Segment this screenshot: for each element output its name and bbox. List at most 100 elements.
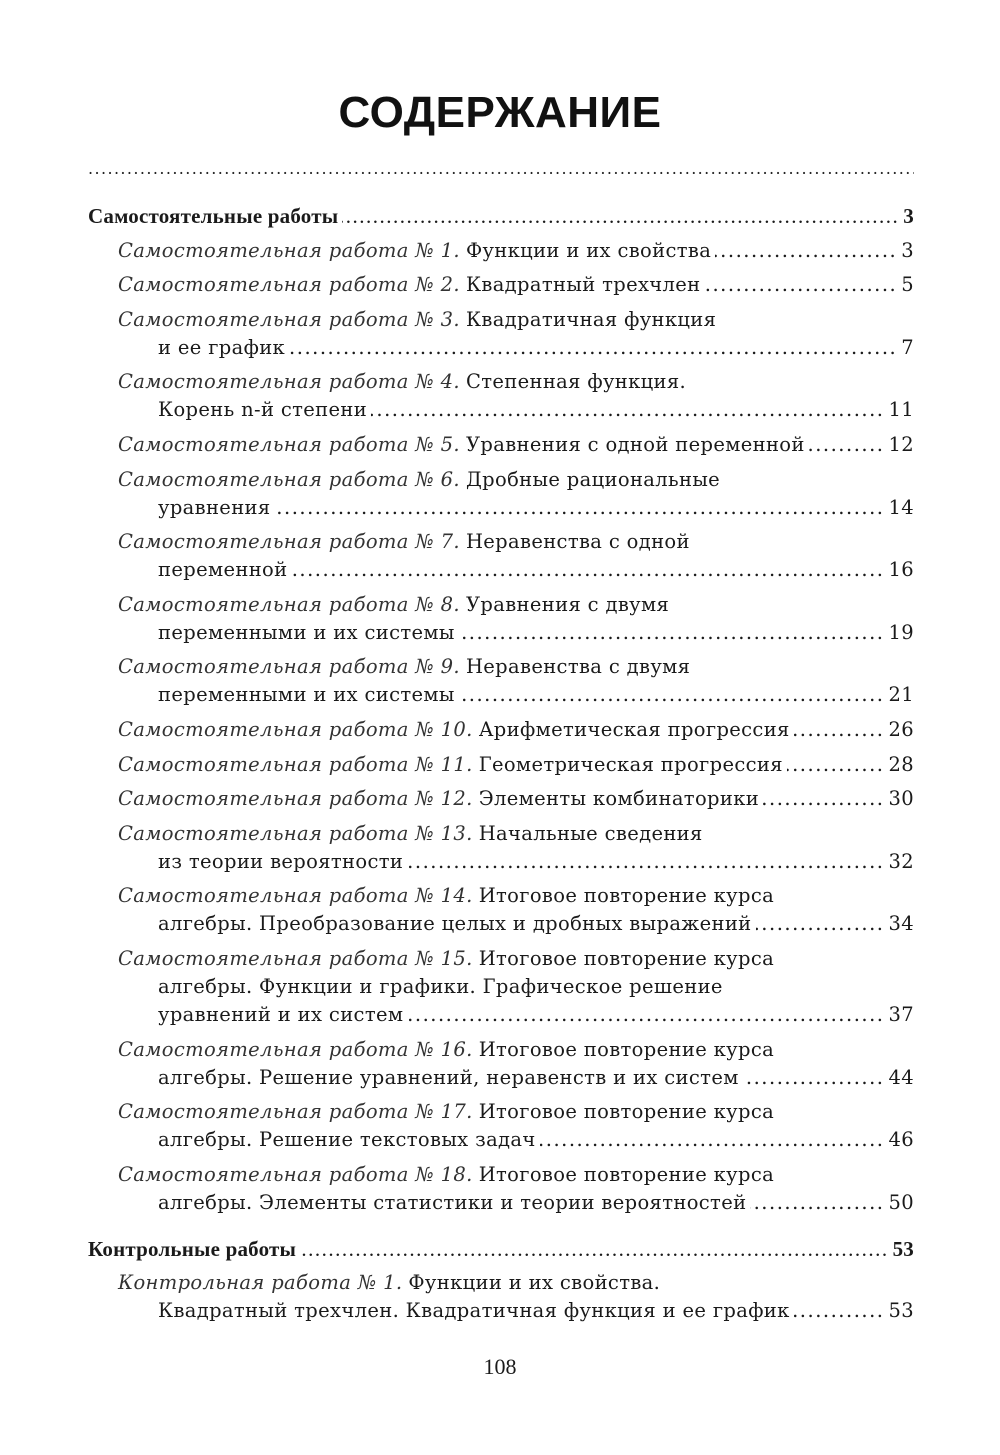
dot-leader — [715, 237, 897, 265]
toc-entry[interactable]: Самостоятельная работа № 14. Итоговое пов… — [88, 882, 914, 938]
entry-page-number: 32 — [888, 849, 914, 873]
toc-entry-line: переменной 16 — [118, 556, 914, 584]
entry-page-number: 12 — [888, 432, 914, 456]
toc-entry[interactable]: Самостоятельная работа № 17. Итоговое пов… — [88, 1098, 914, 1154]
dot-leader — [407, 1001, 884, 1029]
entry-title: алгебры. Преобразование целых и дробных … — [158, 912, 752, 936]
toc-entry[interactable]: Самостоятельная работа № 5. Уравнения с о… — [88, 431, 914, 459]
toc-entry[interactable]: Самостоятельная работа № 2. Квадратный тр… — [88, 271, 914, 299]
dot-leader — [459, 681, 885, 709]
entry-title: Неравенства с двумя — [465, 655, 691, 679]
entry-prefix: Самостоятельная работа № 4. — [118, 370, 460, 394]
entry-prefix: Самостоятельная работа № 15. — [118, 946, 473, 970]
entry-prefix: Самостоятельная работа № 9. — [118, 655, 460, 679]
toc-entry[interactable]: Самостоятельная работа № 6. Дробные рацио… — [88, 466, 914, 522]
toc-entry-line: Самостоятельная работа № 1. Функции и их … — [118, 237, 914, 265]
dot-leader — [407, 848, 884, 876]
entry-prefix: Самостоятельная работа № 13. — [118, 821, 473, 845]
entry-title: алгебры. Решение текстовых задач — [158, 1128, 536, 1152]
toc-entry-line: Самостоятельная работа № 2. Квадратный тр… — [118, 271, 914, 299]
toc-entry-line: Самостоятельная работа № 7. Неравенства с… — [118, 528, 914, 556]
entry-title: Функции и их свойства. — [408, 1271, 661, 1295]
dot-leader — [289, 334, 897, 362]
dot-leader — [300, 1235, 888, 1263]
toc-entry[interactable]: Самостоятельная работа № 13. Начальные св… — [88, 820, 914, 876]
dot-leader — [705, 271, 898, 299]
toc-entry[interactable]: Самостоятельная работа № 12. Элементы ком… — [88, 785, 914, 813]
dot-leader — [750, 1189, 884, 1217]
entry-title: Корень n-й степени — [158, 398, 368, 422]
toc-entry[interactable]: Самостоятельная работа № 15. Итоговое пов… — [88, 945, 914, 1029]
entry-prefix: Самостоятельная работа № 6. — [118, 467, 460, 491]
toc-entry[interactable]: Самостоятельная работа № 3. Квадратичная … — [88, 306, 914, 362]
dot-leader — [809, 431, 885, 459]
entry-page-number: 11 — [888, 398, 914, 422]
entry-prefix: Контрольная работа № 1. — [118, 1271, 403, 1295]
entry-title: переменными и их системы — [158, 620, 455, 644]
entry-title: алгебры. Элементы статистики и теории ве… — [158, 1190, 747, 1214]
entry-prefix: Самостоятельная работа № 7. — [118, 530, 460, 554]
toc-entry[interactable]: Самостоятельная работа № 4. Степенная фун… — [88, 368, 914, 424]
toc-entry-line: Самостоятельная работа № 12. Элементы ком… — [118, 785, 914, 813]
section-page-number: 53 — [892, 1236, 914, 1261]
dot-leader — [763, 785, 884, 813]
section-heading: Самостоятельные работы — [88, 204, 339, 228]
toc-entry-line: переменными и их системы 21 — [118, 681, 914, 709]
toc-entry[interactable]: Самостоятельная работа № 8. Уравнения с д… — [88, 591, 914, 647]
entry-prefix: Самостоятельная работа № 5. — [118, 432, 460, 456]
toc-entry[interactable]: Самостоятельная работа № 1. Функции и их … — [88, 237, 914, 265]
entry-prefix: Самостоятельная работа № 16. — [118, 1037, 473, 1061]
entry-page-number: 50 — [888, 1190, 914, 1214]
entry-title: Квадратичная функция — [465, 307, 717, 331]
entry-page-number: 19 — [888, 620, 914, 644]
entry-prefix: Самостоятельная работа № 8. — [118, 592, 460, 616]
toc-entry-line: Самостоятельная работа № 6. Дробные рацио… — [118, 466, 914, 494]
toc-entry-line: Квадратный трехчлен. Квадратичная функци… — [118, 1297, 914, 1325]
section-heading-row[interactable]: Контрольные работы 53 — [88, 1235, 914, 1263]
entry-title: Элементы комбинаторики — [478, 787, 760, 811]
entry-page-number: 3 — [901, 238, 914, 262]
entry-title: алгебры. Решение уравнений, неравенств и… — [158, 1065, 739, 1089]
toc-entry-line: Самостоятельная работа № 17. Итоговое пов… — [118, 1098, 914, 1126]
toc-entry[interactable]: Самостоятельная работа № 9. Неравенства с… — [88, 653, 914, 709]
toc-entry-line: Самостоятельная работа № 9. Неравенства с… — [118, 653, 914, 681]
toc-entry-line: Корень n-й степени 11 — [118, 396, 914, 424]
toc-entry-line: Самостоятельная работа № 8. Уравнения с д… — [118, 591, 914, 619]
entry-page-number: 21 — [888, 683, 914, 707]
toc-entry-line: Самостоятельная работа № 15. Итоговое пов… — [118, 945, 914, 973]
entry-title: Итоговое повторение курса — [478, 1100, 775, 1124]
section-heading-row[interactable]: Самостоятельные работы 3 — [88, 202, 914, 230]
entry-page-number: 34 — [888, 912, 914, 936]
entry-title: Начальные сведения — [478, 821, 703, 845]
entry-prefix: Самостоятельная работа № 3. — [118, 307, 460, 331]
dot-leader — [787, 751, 885, 779]
entry-title: Уравнения с двумя — [465, 592, 670, 616]
entry-title: Арифметическая прогрессия — [478, 717, 790, 741]
toc-entry[interactable]: Самостоятельная работа № 10. Арифметическ… — [88, 716, 914, 744]
dot-leader — [794, 716, 885, 744]
toc-entry-line: Самостоятельная работа № 13. Начальные св… — [118, 820, 914, 848]
entry-page-number: 46 — [888, 1128, 914, 1152]
dotted-divider: ........................................… — [88, 164, 914, 174]
entry-prefix: Самостоятельная работа № 11. — [118, 752, 473, 776]
entry-title: Квадратный трехчлен — [465, 273, 701, 297]
toc-entry[interactable]: Самостоятельная работа № 7. Неравенства с… — [88, 528, 914, 584]
toc-entry-line: алгебры. Функции и графики. Графическое … — [118, 973, 914, 1001]
entry-title: Геометрическая прогрессия — [478, 752, 783, 776]
dot-leader — [342, 202, 899, 230]
dot-leader — [371, 396, 884, 424]
entry-page-number: 26 — [888, 717, 914, 741]
toc-entry[interactable]: Контрольная работа № 1. Функции и их свой… — [88, 1269, 914, 1325]
toc-entry-line: Самостоятельная работа № 3. Квадратичная … — [118, 306, 914, 334]
toc-entry[interactable]: Самостоятельная работа № 18. Итоговое пов… — [88, 1161, 914, 1217]
entry-title: Дробные рациональные — [465, 467, 721, 491]
entry-prefix: Самостоятельная работа № 12. — [118, 787, 473, 811]
entry-title: уравнений и их систем — [158, 1002, 404, 1026]
entry-title: Итоговое повторение курса — [478, 884, 775, 908]
toc-entry[interactable]: Самостоятельная работа № 11. Геометрическ… — [88, 751, 914, 779]
dot-leader — [275, 494, 885, 522]
dot-leader — [292, 556, 885, 584]
entry-title: переменной — [158, 558, 288, 582]
entry-prefix: Самостоятельная работа № 10. — [118, 717, 473, 741]
toc-entry[interactable]: Самостоятельная работа № 16. Итоговое пов… — [88, 1036, 914, 1092]
